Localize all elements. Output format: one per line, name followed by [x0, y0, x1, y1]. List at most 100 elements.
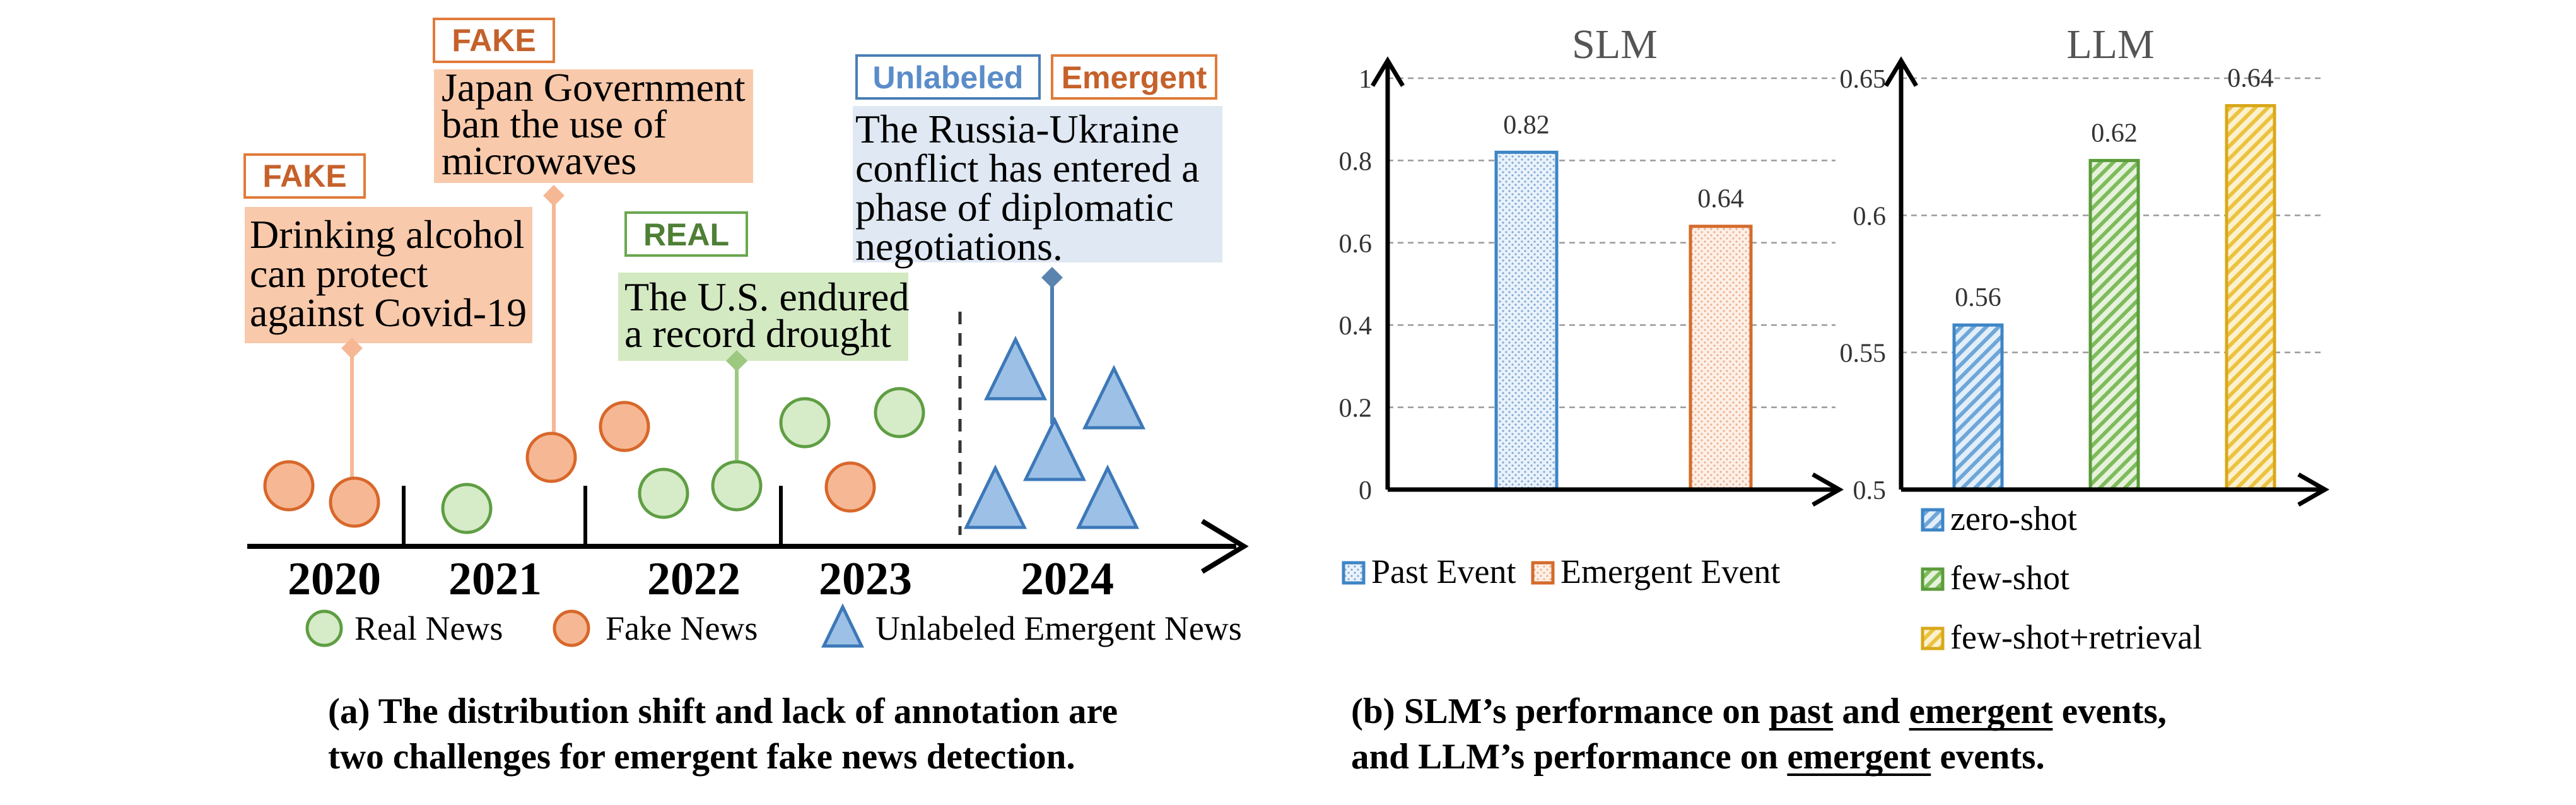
fake-tag-box — [243, 153, 366, 199]
y-tick-label: 0.6 — [1339, 230, 1373, 259]
timeline-legend: Real News Fake News Unlabeled Emergent N… — [305, 603, 1242, 648]
data-label: 0.56 — [1955, 283, 2001, 312]
legend-label: Fake News — [606, 609, 758, 647]
real-tag-box — [624, 211, 748, 257]
event-text-line: The U.S. endured — [624, 274, 909, 319]
event-card-russia: Unlabeled Emergent The Russia-Ukraine co… — [853, 54, 1222, 269]
event-tag: REAL — [643, 217, 729, 252]
data-label: 0.82 — [1503, 110, 1550, 139]
fake-news-legend-swatch — [553, 609, 590, 647]
y-tick-label: 0.65 — [1840, 65, 1887, 94]
fake-news-marker — [824, 461, 876, 513]
legend-swatch — [1921, 626, 1945, 650]
event-text-line: Japan Government — [442, 65, 746, 110]
real-news-marker — [711, 460, 763, 512]
event-pointers — [341, 185, 1063, 486]
event-card-japan: FAKE Japan Government ban the use of mic… — [433, 18, 753, 183]
timeline-axis — [247, 486, 1249, 574]
fake-news-marker — [329, 476, 380, 528]
real-news-marker — [779, 397, 831, 449]
fake-news-marker — [599, 401, 650, 452]
caption-line: two challenges for emergent fake news de… — [328, 737, 1075, 777]
performance-panel: SLM 0 0.2 0.4 0.6 0.8 1 0.82 0.64 Past Event Emerg… — [1339, 21, 2330, 777]
legend-label: Emergent Event — [1560, 553, 1780, 591]
unlabeled-news-marker — [983, 336, 1048, 401]
legend-swatch — [1531, 561, 1555, 585]
fake-news-marker — [263, 460, 315, 512]
y-tick-label: 0.4 — [1339, 312, 1373, 341]
unlabeled-news-marker — [963, 464, 1027, 529]
bar — [2225, 103, 2276, 491]
y-tick-label: 0.2 — [1339, 394, 1373, 423]
caption-underlined-word: past — [1769, 691, 1833, 731]
unlabeled-news-legend-swatch — [821, 603, 864, 648]
caption-line: (a) The distribution shift and lack of a… — [328, 691, 1118, 731]
caption-line: (b) SLM’s performance on past and emerge… — [1351, 691, 2167, 731]
caption-line: and LLM’s performance on emergent events… — [1351, 737, 2045, 777]
unlabeled-news-marker — [1075, 464, 1140, 529]
event-text-line: against Covid-19 — [250, 290, 527, 335]
event-tag: FAKE — [262, 158, 346, 194]
slm-chart: SLM 0 0.2 0.4 0.6 0.8 1 0.82 0.64 Past Event Emerg… — [1339, 21, 1844, 591]
year-label: 2022 — [647, 553, 741, 605]
legend-swatch — [1921, 567, 1945, 591]
event-card-bg — [618, 273, 908, 361]
year-label: 2020 — [288, 553, 381, 605]
data-label: 0.64 — [1697, 185, 1744, 214]
caption-fragment: events. — [1931, 737, 2044, 777]
legend-label: zero-shot — [1950, 500, 2077, 538]
event-text-line: can protect — [250, 251, 428, 296]
event-text-line: Drinking alcohol — [250, 212, 524, 257]
event-text-line: ban the use of — [442, 102, 667, 146]
chart-title: SLM — [1572, 21, 1658, 68]
caption-fragment: events, — [2052, 691, 2166, 731]
event-text-line: conflict has entered a — [855, 146, 1200, 191]
caption-underlined-word: emergent — [1909, 691, 2053, 731]
y-tick-label: 1 — [1359, 65, 1372, 94]
year-label: 2021 — [448, 553, 542, 605]
year-label: 2023 — [819, 553, 912, 605]
fake-news-marker — [525, 432, 577, 483]
event-card-drought: REAL The U.S. endured a record drought — [618, 211, 909, 361]
real-news-legend-swatch — [305, 609, 343, 647]
event-card-bg — [853, 106, 1222, 262]
legend-label: Past Event — [1371, 553, 1516, 591]
legend-label: Unlabeled Emergent News — [875, 609, 1242, 647]
legend-swatch — [1921, 508, 1945, 532]
caption-fragment: and LLM’s performance on — [1351, 737, 1787, 777]
bar — [2088, 158, 2140, 491]
legend-label: few-shot — [1950, 559, 2070, 597]
real-news-markers — [441, 387, 925, 534]
x-axis-arrow — [2297, 472, 2330, 507]
real-news-marker — [874, 387, 925, 438]
caption-fragment: (b) SLM’s performance on — [1351, 691, 1769, 731]
event-text-line: phase of diplomatic — [855, 185, 1174, 230]
y-axis-arrow — [1370, 56, 1405, 87]
fake-news-markers — [263, 401, 876, 528]
y-tick-label: 0.8 — [1339, 147, 1373, 176]
bar — [1494, 150, 1559, 491]
y-tick-label: 0.55 — [1840, 339, 1887, 368]
chart-title: LLM — [2066, 21, 2154, 68]
legend-label: few-shot+retrieval — [1950, 618, 2202, 656]
event-text-line: a record drought — [624, 311, 891, 356]
legend-label: Real News — [354, 609, 503, 647]
x-axis-arrow — [1812, 472, 1844, 507]
data-label: 0.64 — [2227, 64, 2274, 93]
unlabeled-news-marker — [1022, 416, 1087, 481]
y-tick-label: 0.5 — [1853, 476, 1887, 505]
bar — [1952, 323, 2004, 491]
caption-fragment: and — [1833, 691, 1909, 731]
data-label: 0.62 — [2091, 119, 2138, 148]
event-tag: FAKE — [452, 23, 536, 58]
event-text-line: negotiations. — [855, 224, 1063, 269]
fake-tag-box — [433, 18, 555, 63]
year-label: 2024 — [1021, 553, 1114, 605]
unlabeled-tag-box — [855, 54, 1041, 100]
real-news-marker — [638, 467, 689, 519]
real-news-marker — [441, 483, 493, 534]
unlabeled-news-markers — [963, 336, 1146, 529]
event-card-bg — [245, 207, 532, 343]
caption-underlined-word: emergent — [1787, 737, 1931, 777]
event-tag: Unlabeled — [873, 60, 1024, 95]
